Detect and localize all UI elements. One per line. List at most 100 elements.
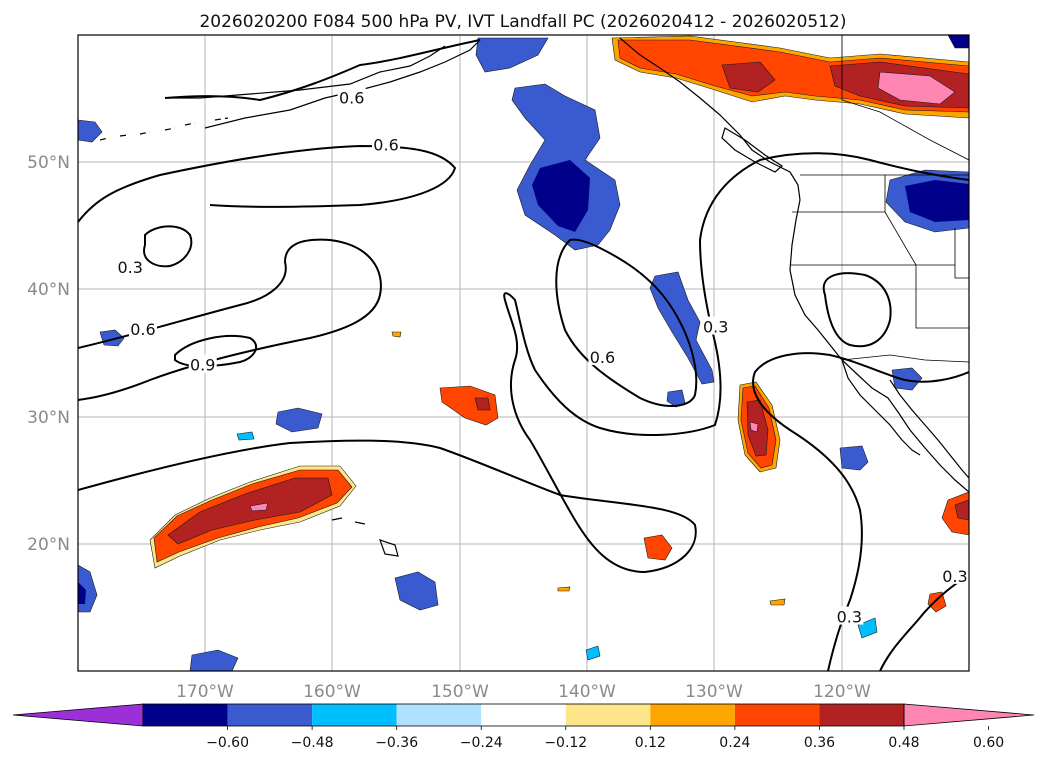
aleutian-islands	[99, 117, 229, 141]
contour-label: 0.3	[837, 608, 862, 627]
contour-0.6-mid	[78, 238, 382, 401]
blue-area-mexico	[891, 367, 923, 391]
contour-label: 0.6	[339, 89, 364, 108]
contour-label-bg	[940, 565, 969, 584]
blue-area-tiny-2	[857, 617, 878, 639]
colorbar-segment	[819, 704, 904, 726]
blue-area-north	[475, 37, 549, 73]
blue-area-aleutian	[78, 119, 103, 143]
colorbar-segment	[734, 704, 820, 726]
warm-area-tiny-1	[391, 331, 402, 338]
warm-core-mid-pacific	[474, 397, 491, 411]
lat-label: 20°N	[27, 535, 70, 555]
lon-label: 130°W	[685, 682, 743, 702]
contour-label: 0.6	[130, 320, 155, 339]
contour-label: 0.6	[373, 136, 398, 155]
contour-label-bg	[188, 354, 217, 373]
contour-label-bg	[588, 347, 617, 366]
contour-label: 0.3	[942, 567, 967, 586]
longitude-labels: 170°W 160°W 150°W 140°W 130°W 120°W	[176, 682, 871, 702]
warm-area-south-1	[643, 534, 673, 561]
contour-label-bg	[116, 256, 145, 275]
lat-label: 50°N	[27, 153, 70, 173]
colorbar-segment	[143, 704, 228, 726]
contour-0.6-upper	[78, 144, 457, 223]
inland-border	[954, 228, 969, 279]
ca-nv-border	[884, 175, 969, 329]
blue-area-south-1	[394, 571, 439, 611]
warm-core-offshore-ca-pink	[749, 421, 759, 433]
vancouver-island	[721, 127, 784, 173]
us-west-coast	[789, 199, 969, 493]
lon-label: 140°W	[558, 682, 616, 702]
map-title: 2026020200 F084 500 hPa PV, IVT Landfall…	[199, 12, 846, 32]
warm-area-south-2	[927, 591, 947, 613]
contour-label-bg	[701, 316, 730, 335]
blue-core-gulf-alaska	[532, 160, 590, 232]
colorbar-tick-label: 0.48	[888, 735, 919, 751]
colorbar-segment	[312, 704, 397, 726]
blue-area-baja	[839, 445, 869, 471]
colorbar-tick-label: 0.60	[973, 735, 1004, 751]
contour-0.6-long	[78, 152, 969, 574]
latitude-labels: 50°N 40°N 30°N 20°N	[27, 153, 70, 555]
colorbar-frame	[142, 703, 905, 727]
bc-coast	[619, 37, 801, 201]
colorbar: −0.60 −0.48 −0.36 −0.24 −0.12 0.12 0.24 0.36 0.4…	[12, 703, 1035, 751]
colorbar-tick-label: −0.48	[291, 735, 334, 751]
contour-label-bg	[835, 606, 864, 625]
contour-0.3-se	[879, 574, 969, 671]
contour-label: 0.6	[590, 348, 615, 367]
colorbar-tick-label: 0.12	[635, 735, 666, 751]
blue-core-southwest	[78, 582, 86, 604]
blue-area-tiny-1	[236, 431, 255, 441]
lon-label: 150°W	[431, 682, 489, 702]
blue-area-south-2	[189, 649, 239, 671]
contour-label: 0.3	[703, 318, 728, 337]
colorbar-segment	[227, 704, 313, 726]
contour-labels: 0.6 0.6 0.3 0.6 0.9 0.6 0.3 0.3 0.3	[116, 87, 969, 627]
coastlines	[99, 37, 969, 557]
warm-area-tiny-3	[769, 598, 786, 606]
colorbar-tick-label: −0.60	[206, 735, 249, 751]
ak-yukon-border	[841, 35, 969, 161]
hawaii-islands	[331, 517, 399, 557]
map-area: 0.6 0.6 0.3 0.6 0.9 0.6 0.3 0.3 0.3	[78, 35, 969, 671]
colorbar-segment	[481, 704, 566, 726]
lat-label: 40°N	[27, 280, 70, 300]
contour-0.6-north	[164, 39, 481, 102]
contour-0.6-center	[555, 238, 698, 407]
political-borders	[790, 35, 969, 363]
blue-area-corner	[947, 35, 969, 49]
contour-label-bg	[337, 87, 366, 106]
warm-core-hawaii-pink	[249, 502, 269, 512]
contour-label-bg	[372, 134, 401, 153]
colorbar-segment	[650, 704, 735, 726]
colorbar-tick-label: −0.12	[544, 735, 587, 751]
warm-core-mexico	[954, 499, 969, 521]
colorbar-tick-label: −0.24	[460, 735, 503, 751]
us-mexico-border	[841, 354, 969, 363]
colorbar-extend-low	[12, 703, 144, 727]
blue-core-nw-states	[905, 180, 969, 222]
colorbar-tick-label: 0.24	[719, 735, 750, 751]
gulf-of-california	[889, 379, 969, 479]
baja-peninsula	[841, 359, 921, 456]
colorbar-extend-high	[903, 703, 1035, 727]
pv-contours	[78, 39, 969, 671]
warm-area-mid-pacific	[439, 385, 499, 426]
lat-label: 30°N	[27, 408, 70, 428]
warm-core-hawaii	[167, 477, 333, 545]
colorbar-segment	[396, 704, 482, 726]
colorbar-segment	[565, 704, 651, 726]
lon-label: 120°W	[813, 682, 871, 702]
positive-pc-areas	[149, 35, 969, 613]
alaska-coast	[204, 39, 481, 129]
contour-label: 0.9	[190, 356, 215, 375]
blue-area-tiny-3	[585, 645, 601, 661]
warm-area-tiny-2	[557, 586, 571, 592]
colorbar-tick-label: −0.36	[375, 735, 418, 751]
warm-core-bc-pink	[877, 71, 956, 105]
contour-0.3-loop	[143, 225, 193, 268]
